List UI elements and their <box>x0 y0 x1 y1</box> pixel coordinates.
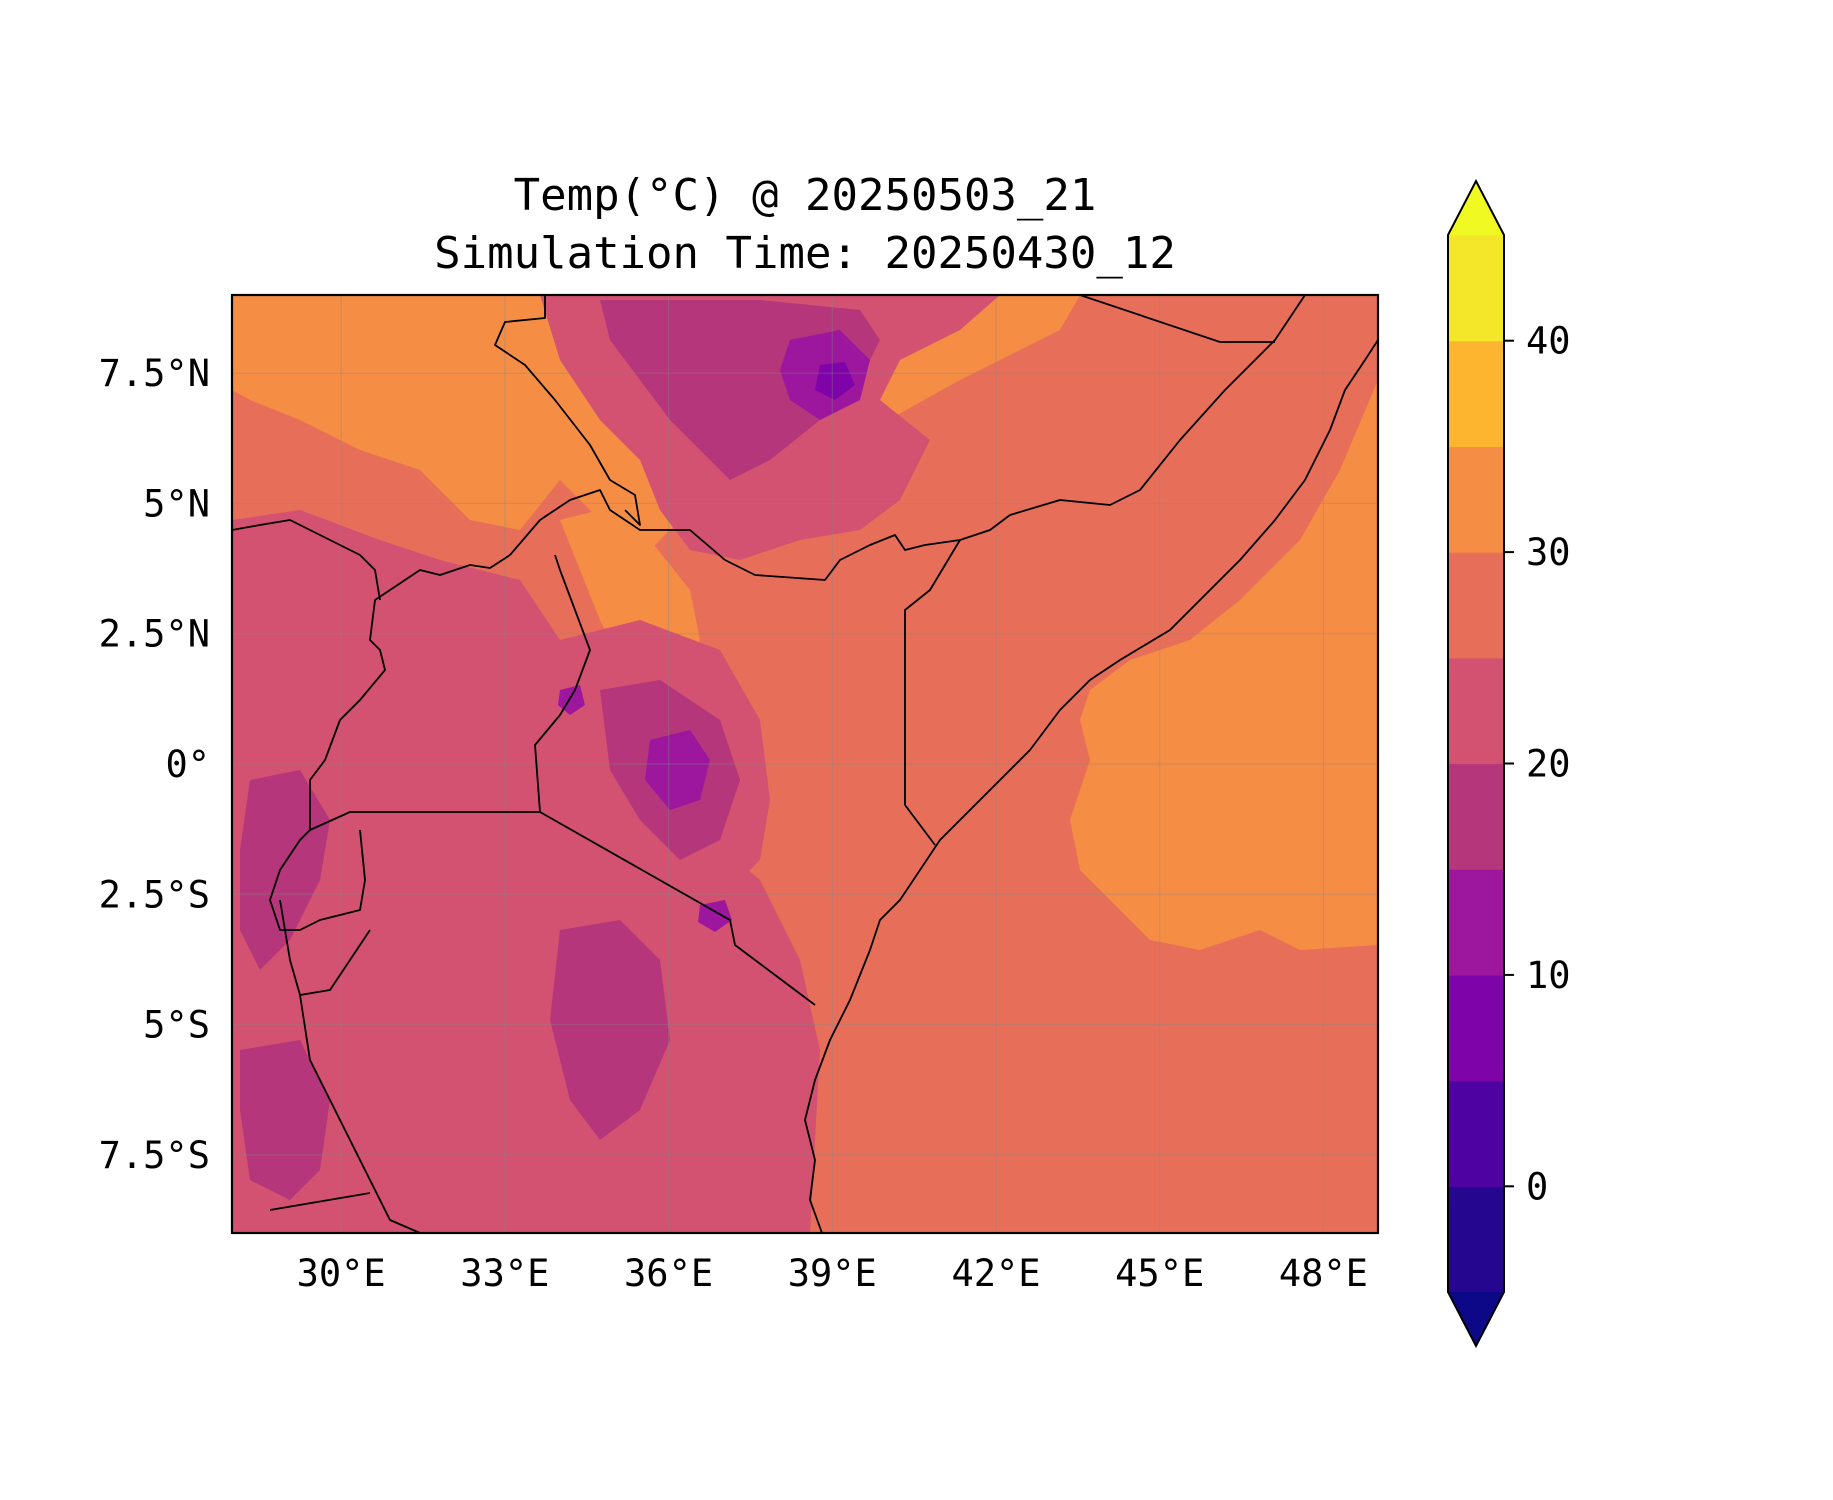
drc-rwanda-burundi-border <box>232 519 381 996</box>
lon-tick-label: 45°E <box>1115 1252 1204 1295</box>
tanzania-zambia-border <box>269 994 421 1233</box>
lat-tick-label: 5°S <box>143 1004 210 1047</box>
colorbar-outline <box>1447 178 1505 1349</box>
lon-tick-label: 48°E <box>1279 1252 1368 1295</box>
ethiopia-sudan-border <box>1079 295 1275 343</box>
temperature-zone-kilimanjaro-coldest <box>698 900 732 932</box>
country-boundaries <box>232 295 1378 1233</box>
colorbar-segment <box>1448 340 1504 447</box>
colorbar: 0 10 20 30 40 <box>1447 178 1571 1349</box>
lon-tick-label: 39°E <box>788 1252 877 1295</box>
colorbar-extend-max <box>1448 181 1504 235</box>
temperature-zone-ocean-warm <box>1070 380 1378 950</box>
somalia-ethiopia-border <box>509 295 1306 581</box>
lon-tick-label: 42°E <box>951 1252 1040 1295</box>
colorbar-segment <box>1448 869 1504 976</box>
gridlines <box>232 295 1378 1233</box>
map-area <box>232 295 1378 1233</box>
coastline <box>804 339 1378 1233</box>
longitude-ticks: 30°E 33°E 36°E 39°E 42°E 45°E 48°E <box>297 1252 1368 1295</box>
lat-tick-label: 7.5°N <box>99 352 210 395</box>
lon-tick-label: 33°E <box>460 1252 549 1295</box>
map-frame <box>230 293 1380 1235</box>
kenya-somalia-border <box>904 539 961 846</box>
colorbar-segment <box>1448 657 1504 765</box>
temperature-zone-rwenzori-cold <box>240 770 330 970</box>
colorbar-tick-label: 20 <box>1526 743 1571 786</box>
lat-tick-label: 2.5°S <box>99 873 210 916</box>
south-sudan-sudan-border <box>494 295 641 526</box>
colorbar-segment <box>1448 1186 1504 1293</box>
lat-tick-label: 5°N <box>143 482 210 525</box>
colorbar-segment <box>1448 446 1504 553</box>
lat-tick-label: 0° <box>165 743 210 786</box>
lat-tick-label: 2.5°N <box>99 613 210 656</box>
colorbar-segment <box>1448 552 1504 659</box>
uganda-border <box>309 554 591 831</box>
colorbar-tick-label: 10 <box>1526 954 1571 997</box>
colorbar-extend-min <box>1448 1292 1504 1346</box>
latitude-ticks: 7.5°N 5°N 2.5°N 0° 2.5°S 5°S 7.5°S <box>99 352 210 1177</box>
colorbar-segment <box>1448 763 1504 870</box>
colorbar-segment <box>1448 235 1504 342</box>
colorbar-segment <box>1448 1080 1504 1187</box>
lon-tick-label: 36°E <box>624 1252 713 1295</box>
colorbar-tick-label: 40 <box>1526 320 1571 363</box>
temperature-zone-west-highlands <box>232 510 820 1233</box>
temperature-zone-tanzania-cold <box>550 920 670 1140</box>
kenya-tanzania-border <box>539 811 816 1006</box>
colorbar-segment <box>1448 974 1504 1082</box>
lon-tick-label: 30°E <box>297 1252 386 1295</box>
temperature-zone-kenya-coldest <box>645 730 710 810</box>
temperature-zone-ethiopia-peak <box>815 362 855 400</box>
lat-tick-label: 7.5°S <box>99 1134 210 1177</box>
colorbar-tick-label: 0 <box>1526 1165 1548 1208</box>
map-title-line2: Simulation Time: 20250430_12 <box>434 228 1176 279</box>
map-title-line1: Temp(°C) @ 20250503_21 <box>514 170 1097 221</box>
colorbar-tick-label: 30 <box>1526 531 1571 574</box>
temperature-zone-rift-south-cold <box>240 1040 330 1200</box>
